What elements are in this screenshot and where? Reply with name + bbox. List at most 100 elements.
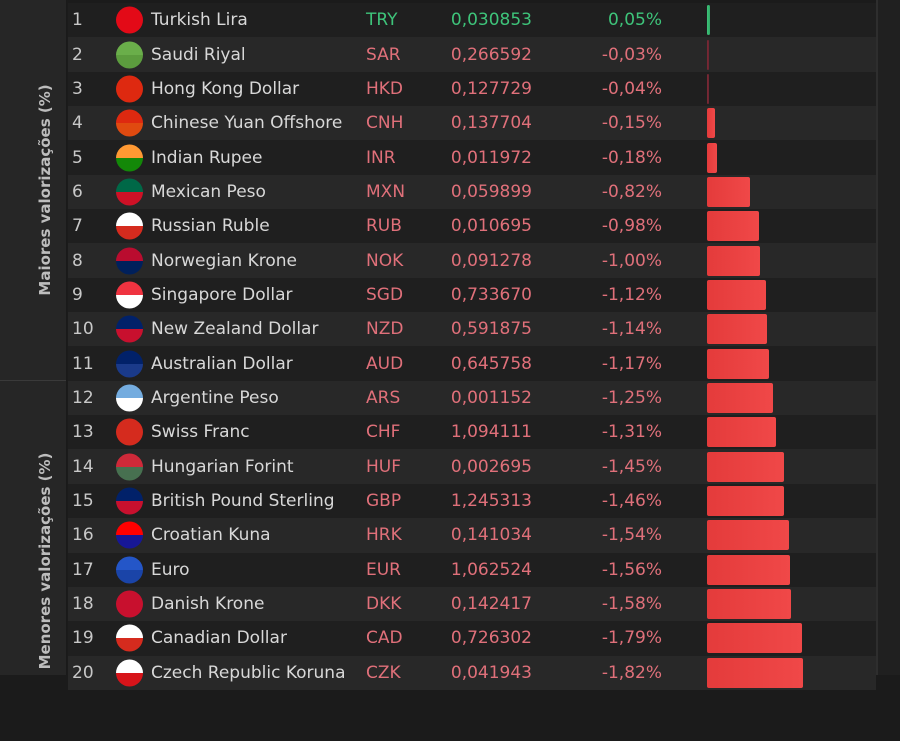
currency-code: MXN — [366, 181, 406, 202]
right-pane-divider[interactable] — [876, 0, 900, 675]
change-bar — [707, 623, 802, 654]
table-row[interactable]: 18 Danish Krone DKK 0,142417 -1,58% — [68, 586, 876, 622]
rank: 12 — [72, 387, 94, 408]
table-row[interactable]: 7 Russian Ruble RUB 0,010695 -0,98% — [68, 209, 876, 244]
currency-code: NOK — [366, 250, 404, 271]
rank: 14 — [72, 456, 94, 477]
currency-name: Chinese Yuan Offshore — [151, 113, 343, 134]
flag-icon — [116, 109, 143, 137]
change-bar — [707, 382, 774, 413]
percent-change: -1,17% — [601, 353, 662, 374]
table-row[interactable]: 2 Saudi Riyal SAR 0,266592 -0,03% — [68, 37, 876, 72]
table-row[interactable]: 4 Chinese Yuan Offshore CNH 0,137704 -0,15% — [68, 106, 876, 141]
change-bar — [707, 520, 789, 551]
currency-value: 1,094111 — [450, 422, 532, 443]
table-row[interactable]: 9 Singapore Dollar SGD 0,733670 -1,12% — [68, 277, 876, 313]
currency-name: Norwegian Krone — [151, 250, 297, 271]
rank: 13 — [72, 422, 94, 443]
rank: 1 — [72, 10, 83, 31]
table-row[interactable]: 16 Croatian Kuna HRK 0,141034 -1,54% — [68, 518, 876, 553]
change-bar — [707, 73, 710, 104]
rank: 11 — [72, 353, 94, 374]
flag-icon — [116, 247, 143, 275]
table-row[interactable]: 11 Australian Dollar AUD 0,645758 -1,17% — [68, 346, 876, 381]
flag-icon — [116, 453, 143, 481]
flag-icon — [116, 6, 143, 34]
currency-code: RUB — [366, 216, 402, 237]
table-row[interactable]: 12 Argentine Peso ARS 0,001152 -1,25% — [68, 380, 876, 416]
currency-value: 0,266592 — [450, 44, 532, 65]
table-row[interactable]: 6 Mexican Peso MXN 0,059899 -0,82% — [68, 174, 876, 210]
currency-name: Hong Kong Dollar — [151, 78, 300, 99]
rank: 16 — [72, 525, 94, 546]
currency-value: 0,733670 — [450, 284, 532, 305]
table-row[interactable]: 8 Norwegian Krone NOK 0,091278 -1,00% — [68, 243, 876, 278]
rank: 10 — [72, 319, 94, 340]
percent-change: -0,18% — [601, 147, 662, 168]
percent-change: -1,82% — [601, 662, 662, 683]
currency-code: HKD — [366, 78, 404, 99]
change-bar — [707, 451, 784, 482]
currency-value: 0,030853 — [450, 10, 532, 31]
group-sidebar: Maiores valorizações (%) Menores valoriz… — [0, 0, 67, 675]
change-bar — [707, 211, 759, 242]
table-row[interactable]: 3 Hong Kong Dollar HKD 0,127729 -0,04% — [68, 71, 876, 107]
percent-change: -0,04% — [601, 78, 662, 99]
table-row[interactable]: 19 Canadian Dollar CAD 0,726302 -1,79% — [68, 621, 876, 656]
percent-change: -0,15% — [601, 113, 662, 134]
currency-value: 0,142417 — [450, 594, 532, 615]
flag-icon — [116, 521, 143, 549]
currency-value: 0,127729 — [450, 78, 532, 99]
change-bar — [707, 142, 717, 173]
table-row[interactable]: 1 Turkish Lira TRY 0,030853 0,05% — [68, 3, 876, 38]
percent-change: -1,00% — [601, 250, 662, 271]
currency-code: CZK — [366, 662, 401, 683]
change-bar — [707, 108, 715, 139]
flag-icon — [116, 281, 143, 309]
currency-name: Singapore Dollar — [151, 284, 293, 305]
flag-icon — [116, 556, 143, 584]
flag-icon — [116, 590, 143, 618]
table-row[interactable]: 5 Indian Rupee INR 0,011972 -0,18% — [68, 140, 876, 175]
currency-code: EUR — [366, 559, 401, 580]
currency-code: DKK — [366, 594, 402, 615]
table-row[interactable]: 14 Hungarian Forint HUF 0,002695 -1,45% — [68, 449, 876, 484]
currency-value: 0,091278 — [450, 250, 532, 271]
rank: 19 — [72, 628, 94, 649]
rank: 17 — [72, 559, 94, 580]
flag-icon — [116, 384, 143, 412]
currency-value: 0,645758 — [450, 353, 532, 374]
percent-change: -1,12% — [601, 284, 662, 305]
currency-name: Hungarian Forint — [151, 456, 294, 477]
currency-name: Australian Dollar — [151, 353, 293, 374]
currency-name: Russian Ruble — [151, 216, 270, 237]
percent-change: -1,45% — [601, 456, 662, 477]
change-bar — [707, 279, 767, 310]
table-row[interactable]: 13 Swiss Franc CHF 1,094111 -1,31% — [68, 415, 876, 450]
currency-name: Indian Rupee — [151, 147, 263, 168]
table-row[interactable]: 20 Czech Republic Koruna CZK 0,041943 -1,82% — [68, 655, 876, 690]
table-row[interactable]: 10 New Zealand Dollar NZD 0,591875 -1,14% — [68, 312, 876, 347]
change-bar — [707, 245, 760, 276]
table-row[interactable]: 17 Euro EUR 1,062524 -1,56% — [68, 552, 876, 587]
flag-icon — [116, 315, 143, 343]
currency-value: 1,062524 — [450, 559, 532, 580]
currency-code: CAD — [366, 628, 403, 649]
currency-value: 0,059899 — [450, 181, 532, 202]
currency-name: Argentine Peso — [151, 387, 279, 408]
currency-code: SAR — [366, 44, 401, 65]
top-gainers-label: Maiores valorizações (%) — [36, 84, 54, 296]
change-bar — [707, 314, 768, 345]
flag-icon — [116, 144, 143, 172]
percent-change: -1,25% — [601, 387, 662, 408]
rank: 2 — [72, 44, 83, 65]
table-row[interactable]: 15 British Pound Sterling GBP 1,245313 -1,46… — [68, 483, 876, 519]
change-bar — [707, 5, 710, 36]
percent-change: -1,31% — [601, 422, 662, 443]
percent-change: -0,98% — [601, 216, 662, 237]
change-bar — [707, 485, 785, 516]
currency-code: CNH — [366, 113, 404, 134]
flag-icon — [116, 212, 143, 240]
currency-code: HRK — [366, 525, 402, 546]
change-bar — [707, 39, 709, 70]
